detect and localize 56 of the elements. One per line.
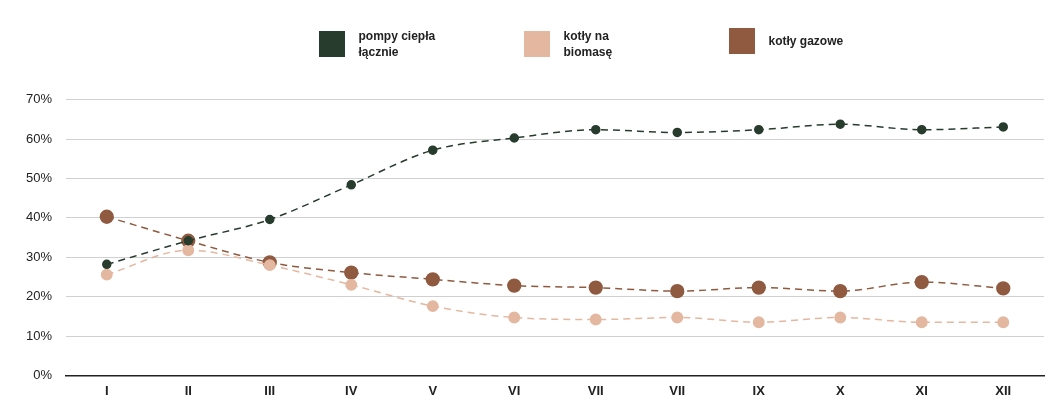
y-tick-label: 40% <box>25 209 53 225</box>
legend-label: pompy ciepła łącznie <box>358 28 437 60</box>
point <box>754 124 764 135</box>
x-tick-label: I <box>104 382 109 398</box>
x-tick-label: V <box>428 382 438 398</box>
point <box>751 280 766 295</box>
point <box>833 284 848 299</box>
x-tick-label: II <box>184 382 192 398</box>
point <box>344 265 359 280</box>
point <box>182 244 195 257</box>
point <box>998 122 1008 132</box>
point <box>670 284 685 299</box>
point <box>834 311 847 324</box>
point <box>915 316 928 329</box>
x-tick-label: VII <box>587 382 604 398</box>
point <box>346 180 357 190</box>
y-tick-label: 0% <box>33 366 53 382</box>
point <box>671 311 684 324</box>
point <box>672 127 683 138</box>
y-tick-label: 10% <box>25 327 53 343</box>
point <box>752 316 765 329</box>
point <box>835 119 845 129</box>
y-tick-label: 20% <box>25 288 53 304</box>
point <box>263 259 276 272</box>
point <box>428 145 438 155</box>
point <box>509 133 520 143</box>
x-tick-label: X <box>835 382 845 398</box>
point <box>102 259 112 270</box>
point <box>508 311 521 324</box>
point <box>345 278 358 291</box>
point <box>589 313 602 326</box>
point <box>100 268 113 281</box>
point <box>588 280 603 295</box>
point <box>997 316 1010 329</box>
point <box>265 214 275 225</box>
x-tick-label: VI <box>508 382 521 398</box>
point <box>914 274 929 290</box>
point <box>99 209 114 224</box>
y-tick-label: 70% <box>25 91 53 107</box>
x-tick-label: XII <box>995 382 1012 398</box>
x-tick-label: IX <box>752 382 766 398</box>
point <box>425 272 440 287</box>
x-tick-label: IV <box>345 382 358 398</box>
point <box>426 300 439 313</box>
y-tick-label: 60% <box>25 130 53 146</box>
point <box>591 124 601 135</box>
legend-label: kotły gazowe <box>768 33 845 49</box>
legend-label: kotły na biomasę <box>563 28 614 60</box>
x-tick-label: III <box>264 382 276 398</box>
point <box>917 124 927 135</box>
point <box>507 278 522 293</box>
x-tick-label: VII <box>669 382 686 398</box>
point <box>996 281 1011 296</box>
y-tick-label: 30% <box>25 248 53 264</box>
y-tick-label: 50% <box>25 170 53 186</box>
x-tick-label: XI <box>915 382 928 398</box>
